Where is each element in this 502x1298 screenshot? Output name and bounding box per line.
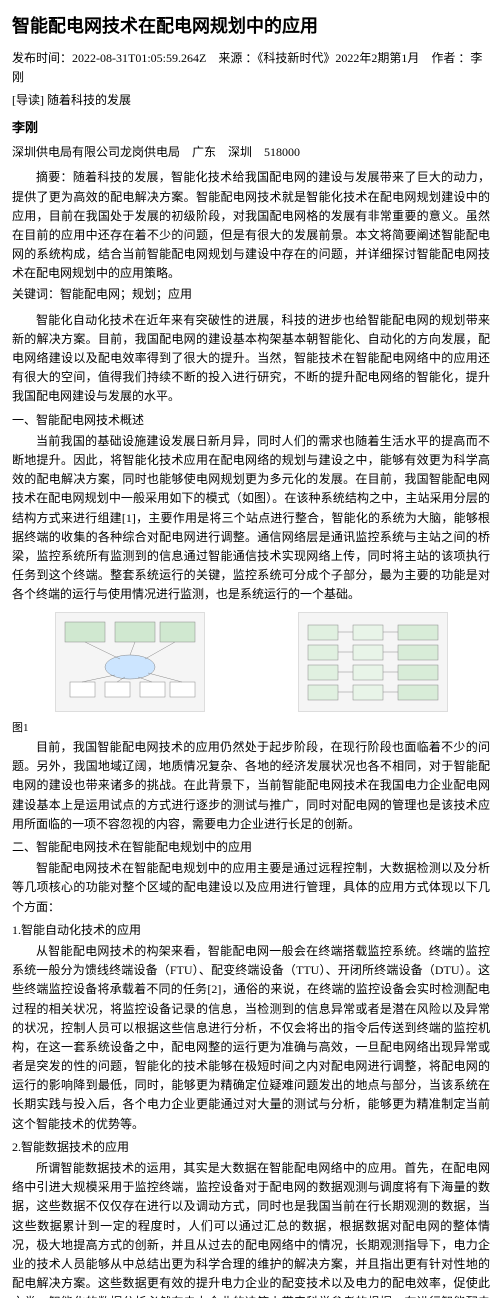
section-2-sub2-heading: 2.智能数据技术的应用 [12, 1138, 490, 1157]
abstract-text: 摘要：随着科技的发展，智能化技术给我国配电网的建设与发展带来了巨大的动力，提供了… [12, 168, 490, 283]
document-title: 智能配电网技术在配电网规划中的应用 [12, 12, 490, 41]
section-2-sub1-para-1: 从智能配电网技术的构架来看，智能配电网一般会在终端搭载监控系统。终端的监控系统一… [12, 942, 490, 1134]
author-name: 李刚 [12, 118, 490, 139]
figure-1-right [298, 612, 448, 712]
section-1-para-1: 当前我国的基础设施建设发展日新月异，同时人们的需求也随着生活水平的提高而不断地提… [12, 432, 490, 605]
section-2-sub1-heading: 1.智能自动化技术的应用 [12, 921, 490, 940]
section-2-heading: 二、智能配电网技术在智能配电规划中的应用 [12, 838, 490, 857]
intro-line: [导读] 随着科技的发展 [12, 91, 490, 110]
section-1-heading: 一、智能配电网技术概述 [12, 411, 490, 430]
author-affiliation: 深圳供电局有限公司龙岗供电局 广东 深圳 518000 [12, 143, 490, 162]
keywords-line: 关键词：智能配电网；规划；应用 [12, 285, 490, 304]
figure-row [12, 612, 490, 712]
figure-1-left [55, 612, 205, 712]
section-2-para-1: 智能配电网技术在智能配电规划中的应用主要是通过远程控制，大数据检测以及分析等几项… [12, 859, 490, 917]
meta-line: 发布时间：2022-08-31T01:05:59.264Z 来源 ：《科技新时代… [12, 49, 490, 87]
preface-paragraph: 智能化自动化技术在近年来有突破性的进展，科技的进步也给智能配电网的规划带来新的解… [12, 311, 490, 407]
section-1-para-2: 目前，我国智能配电网技术的应用仍然处于起步阶段，在现行阶段也面临着不少的问题。另… [12, 738, 490, 834]
figure-caption: 图1 [12, 720, 490, 738]
section-2-sub2-para-1: 所谓智能数据技术的运用，其实是大数据在智能配电网络中的应用。首先，在配电网络中引… [12, 1159, 490, 1298]
